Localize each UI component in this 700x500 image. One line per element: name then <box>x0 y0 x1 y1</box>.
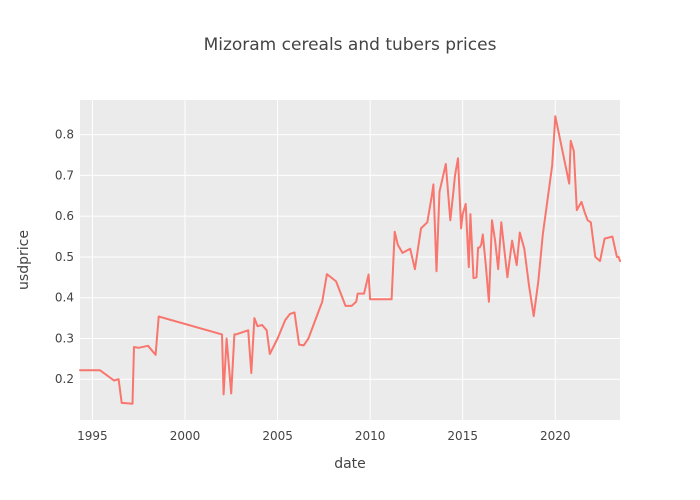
y-tick-label: 0.7 <box>55 168 74 182</box>
y-gridlines <box>80 134 620 380</box>
y-tick-label: 0.6 <box>55 209 74 223</box>
y-tick-label: 0.3 <box>55 331 74 345</box>
x-axis-title: date <box>334 456 366 472</box>
x-axis-ticks: 1995 2000 2005 2010 2015 2020 <box>77 429 570 443</box>
x-tick-label: 1995 <box>77 429 108 443</box>
y-axis-ticks: 0.2 0.3 0.4 0.5 0.6 0.7 0.8 <box>55 128 74 387</box>
y-tick-label: 0.5 <box>55 250 74 264</box>
x-gridlines <box>91 100 556 420</box>
y-tick-label: 0.2 <box>55 372 74 386</box>
x-tick-label: 2010 <box>355 429 386 443</box>
x-tick-label: 2015 <box>447 429 478 443</box>
y-tick-label: 0.4 <box>55 291 74 305</box>
price-series-line <box>79 115 621 405</box>
y-axis-title: usdprice <box>16 230 32 290</box>
x-tick-label: 2005 <box>262 429 293 443</box>
chart-title: Mizoram cereals and tubers prices <box>204 35 497 55</box>
plot-area <box>80 100 620 420</box>
x-tick-label: 2000 <box>170 429 201 443</box>
x-tick-label: 2020 <box>540 429 571 443</box>
y-tick-label: 0.8 <box>55 128 74 142</box>
